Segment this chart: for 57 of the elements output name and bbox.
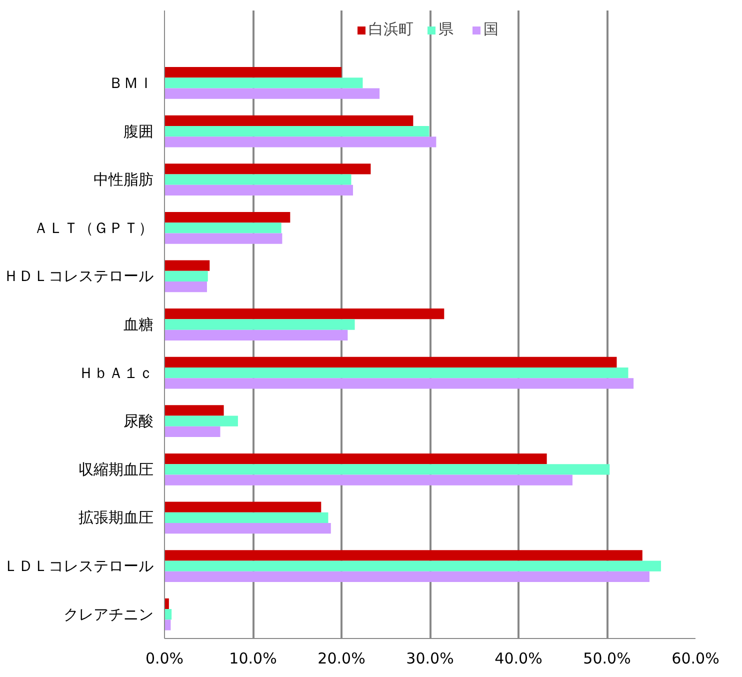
y-tick-label: ＢＭＩ (108, 74, 154, 92)
x-tick-label: 20.0% (318, 650, 366, 668)
bar (164, 609, 172, 620)
y-tick-label: ＨＤＬコレステロール (4, 267, 154, 286)
legend-label: 県 (438, 20, 454, 39)
bar (164, 184, 354, 196)
bar (164, 512, 328, 524)
bar (164, 560, 661, 572)
bar (164, 330, 348, 340)
bar (164, 136, 436, 148)
bar (164, 426, 220, 438)
bar (164, 126, 430, 137)
x-tick-label: 30.0% (406, 650, 454, 668)
y-tick-label: 拡張期血圧 (78, 508, 154, 527)
bar (164, 233, 282, 244)
y-tick-label: ＬＤＬコレステロール (4, 557, 154, 576)
bar (164, 356, 617, 368)
bar (164, 308, 444, 320)
bar (164, 405, 224, 416)
x-tick-label: 10.0% (229, 650, 277, 668)
bar (164, 378, 634, 389)
bar (164, 319, 355, 330)
bar (164, 523, 331, 534)
legend-label: 白浜町 (368, 20, 414, 39)
bar (164, 620, 171, 630)
legend-label: 国 (484, 20, 500, 39)
bar (164, 453, 547, 464)
bar (164, 164, 371, 174)
bar (164, 474, 572, 486)
bar (164, 282, 207, 292)
y-tick-label: 腹囲 (124, 122, 154, 140)
bar (164, 222, 282, 234)
x-tick-label: 60.0% (672, 650, 720, 668)
bar (164, 571, 650, 582)
bar (164, 502, 322, 512)
bar (164, 174, 352, 185)
bar (164, 464, 610, 475)
y-tick-label: ＨｂＡ１ｃ (78, 364, 154, 382)
bar (164, 115, 414, 126)
bar (164, 212, 290, 223)
y-tick-label: 中性脂肪 (94, 170, 154, 189)
y-tick-label: 血糖 (124, 316, 154, 334)
bar (164, 270, 208, 282)
y-tick-label: 収縮期血圧 (78, 460, 154, 478)
y-tick-label: ＡＬＴ（ＧＰＴ） (34, 218, 154, 237)
bar (164, 367, 628, 378)
bar (164, 260, 210, 271)
y-tick-label: 尿酸 (124, 412, 154, 430)
bar (164, 88, 380, 99)
y-tick-label: クレアチニン (64, 605, 154, 624)
bar (164, 550, 642, 561)
bar (164, 416, 238, 426)
bar (164, 78, 363, 88)
x-tick-label: 50.0% (583, 650, 631, 668)
x-tick-label: 0.0% (145, 650, 184, 668)
x-tick-label: 40.0% (494, 650, 542, 668)
bar (164, 67, 342, 78)
